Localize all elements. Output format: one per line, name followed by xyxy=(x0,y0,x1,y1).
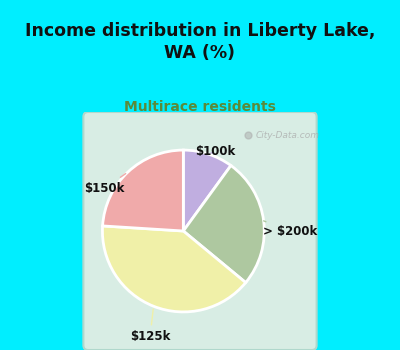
Text: $100k: $100k xyxy=(195,145,236,158)
Wedge shape xyxy=(183,150,231,231)
Text: > $200k: > $200k xyxy=(263,221,318,238)
Text: $125k: $125k xyxy=(130,309,170,343)
Text: Income distribution in Liberty Lake,
WA (%): Income distribution in Liberty Lake, WA … xyxy=(25,22,375,62)
Text: City-Data.com: City-Data.com xyxy=(256,131,320,140)
Wedge shape xyxy=(183,166,264,282)
Text: $150k: $150k xyxy=(85,174,126,195)
FancyBboxPatch shape xyxy=(83,112,317,350)
Text: Multirace residents: Multirace residents xyxy=(124,100,276,114)
Wedge shape xyxy=(102,150,183,231)
Wedge shape xyxy=(102,226,246,312)
